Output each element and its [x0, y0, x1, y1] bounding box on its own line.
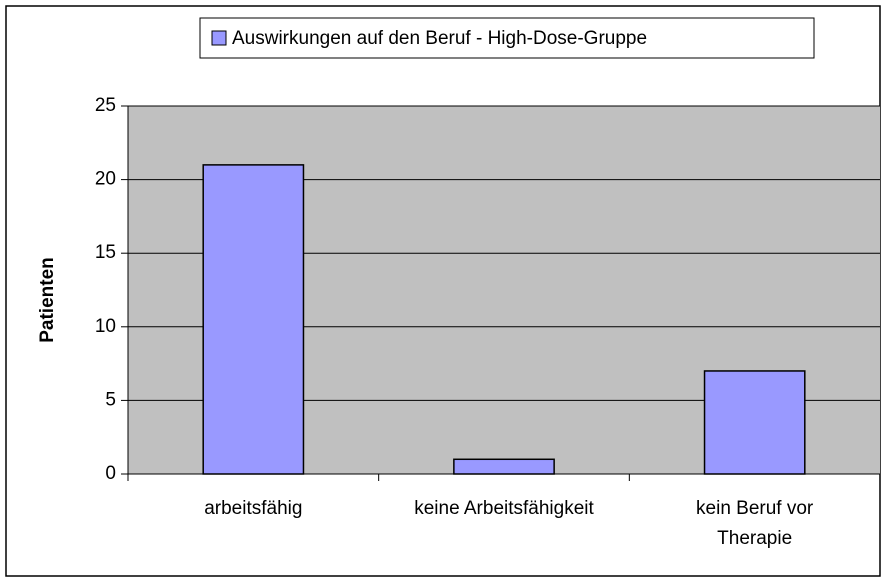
- legend-box: [199, 17, 815, 59]
- y-tick-label: 0: [105, 463, 116, 484]
- y-tick-label: 25: [95, 95, 116, 116]
- y-axis-label: Patienten: [37, 257, 58, 343]
- y-tick-label: 15: [95, 242, 116, 263]
- y-tick-label: 20: [95, 169, 116, 190]
- x-tick-label: keine Arbeitsfähigkeit: [414, 498, 594, 519]
- x-tick-label: arbeitsfähig: [204, 498, 303, 519]
- bar: [453, 458, 555, 475]
- y-tick-label: 5: [105, 389, 116, 410]
- legend-marker: [211, 30, 227, 46]
- legend-label: Auswirkungen auf den Beruf - High-Dose-G…: [232, 28, 647, 49]
- x-tick-label: kein Beruf vor Therapie: [696, 498, 814, 549]
- y-tick-label: 10: [95, 316, 116, 337]
- bar: [703, 370, 806, 475]
- bar: [202, 164, 305, 475]
